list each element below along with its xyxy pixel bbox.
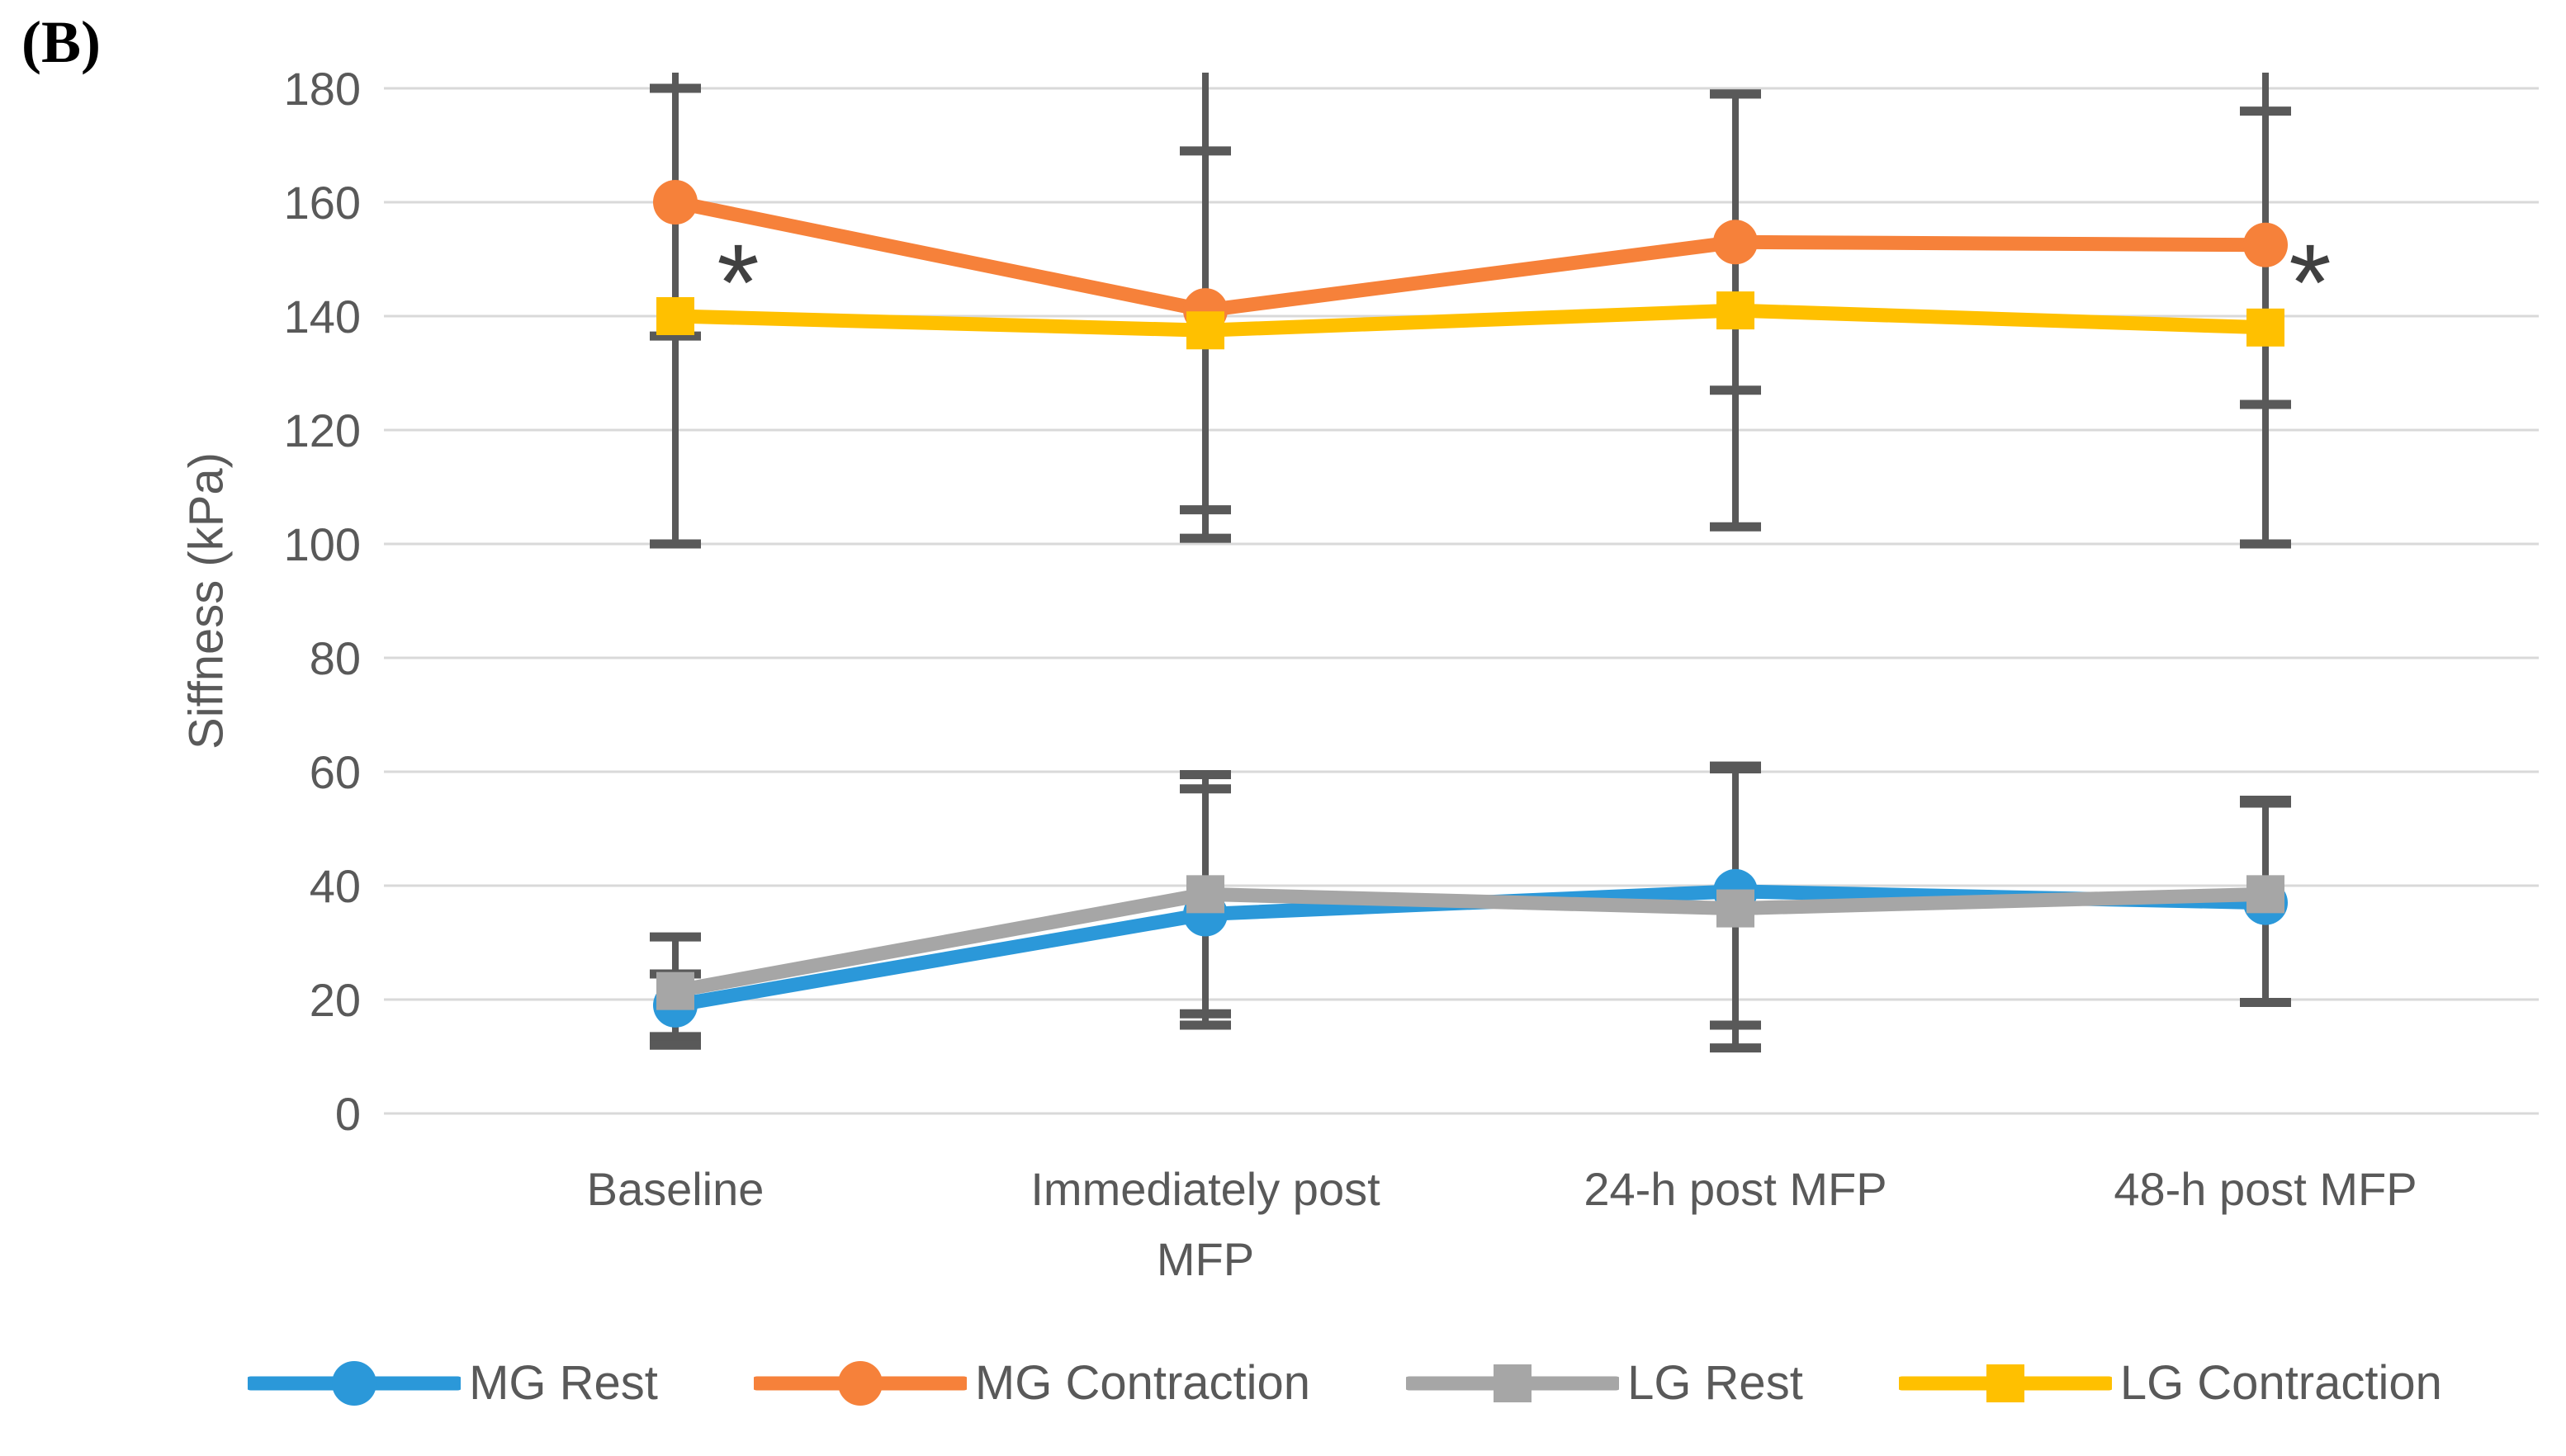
significance-asterisk: *: [717, 222, 759, 343]
data-point-marker: [1716, 291, 1754, 330]
series-line: [668, 886, 2273, 999]
legend-label: LG Rest: [1627, 1356, 1803, 1410]
y-tick-label: 100: [284, 518, 361, 570]
y-tick-label: 80: [310, 632, 361, 684]
y-tick-label: 40: [310, 860, 361, 912]
data-point-marker: [653, 180, 698, 225]
circle-marker-icon: [753, 1360, 967, 1406]
y-tick-label: 0: [335, 1088, 361, 1140]
x-tick-label: MFP: [1157, 1233, 1254, 1285]
data-point-marker: [2246, 875, 2284, 914]
series-line: [668, 303, 2273, 338]
panel-label: (B): [21, 9, 101, 75]
chart-legend: MG Rest MG Contraction LG Rest LG Contracti…: [0, 1355, 2566, 1411]
legend-label: MG Contraction: [974, 1356, 1311, 1410]
data-point-marker: [1186, 875, 1224, 914]
y-tick-label: 120: [284, 404, 361, 456]
x-tick-label: 48-h post MFP: [2114, 1163, 2417, 1215]
legend-label: LG Contraction: [2119, 1356, 2442, 1410]
data-point-marker: [1713, 220, 1758, 265]
x-tick-label: 24-h post MFP: [1584, 1163, 1887, 1215]
legend-item-lg-rest: LG Rest: [1406, 1355, 1803, 1411]
data-point-marker: [1186, 311, 1224, 350]
data-point-marker: [1716, 889, 1754, 928]
x-tick-label: Baseline: [587, 1163, 765, 1215]
significance-asterisk: *: [2289, 222, 2331, 343]
legend-item-mg-contraction: MG Contraction: [753, 1355, 1311, 1411]
square-marker-icon: [1406, 1364, 1620, 1402]
x-tick-label: Immediately post: [1030, 1163, 1380, 1215]
data-point-marker: [2246, 308, 2284, 347]
data-point-marker: [2243, 222, 2288, 267]
legend-label: MG Rest: [469, 1356, 658, 1410]
square-marker-icon: [1898, 1364, 2112, 1402]
y-tick-label: 140: [284, 291, 361, 343]
y-tick-label: 160: [284, 177, 361, 229]
series-line: [668, 195, 2273, 318]
circle-marker-icon: [248, 1360, 462, 1406]
y-tick-label: 180: [284, 63, 361, 115]
legend-item-lg-contraction: LG Contraction: [1898, 1355, 2442, 1411]
data-point-marker: [656, 971, 694, 1010]
data-point-marker: [656, 297, 694, 335]
legend-item-mg-rest: MG Rest: [248, 1355, 658, 1411]
y-tick-label: 60: [310, 746, 361, 798]
y-tick-label: 20: [310, 974, 361, 1026]
